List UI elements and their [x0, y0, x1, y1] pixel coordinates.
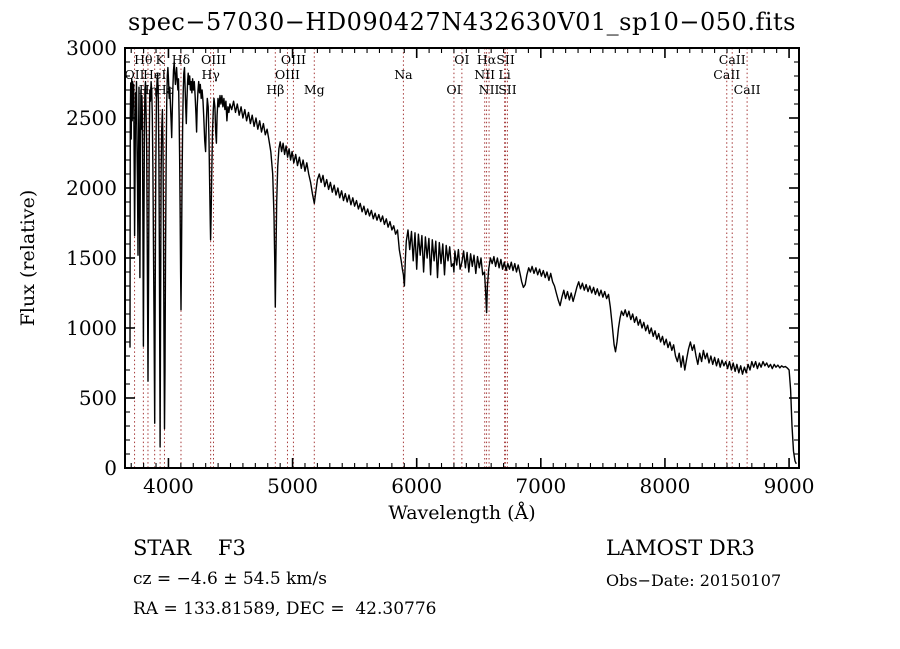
y-tick-label: 2000	[66, 176, 117, 200]
line-marker-label: CaII	[719, 52, 746, 67]
x-tick-label: 8000	[639, 474, 690, 498]
line-marker-label: Hβ	[266, 82, 284, 97]
line-marker-label: NII	[474, 67, 495, 82]
y-tick-label: 2500	[66, 106, 117, 130]
line-marker-label: K	[155, 52, 165, 67]
line-marker-label: Hδ	[172, 52, 190, 67]
spectrum-polyline	[129, 61, 797, 465]
x-tick-label: 5000	[267, 474, 318, 498]
line-marker-label: HeI	[143, 67, 166, 82]
line-marker-label: Hγ	[201, 67, 219, 82]
spectrum-trace	[129, 61, 797, 465]
ra-dec: RA = 133.81589, DEC = 42.30776	[133, 599, 437, 619]
line-marker-label: OIII	[275, 67, 300, 82]
x-tick-label: 4000	[143, 474, 194, 498]
x-tick-label: 7000	[515, 474, 566, 498]
axes	[124, 47, 800, 469]
line-marker-label: Hε	[156, 82, 173, 97]
survey-label: LAMOST DR3	[606, 536, 755, 560]
y-tick-label: 500	[79, 386, 117, 410]
x-axis-label: Wavelength (Å)	[388, 502, 535, 524]
line-marker-label: Hη	[139, 82, 157, 97]
spectrum-plot: 4000 5000 6000 7000 8000 9000 0 500 1000 1500 2000…	[17, 36, 815, 524]
line-marker-label: Na	[394, 67, 413, 82]
line-marker-label: OIII	[201, 52, 226, 67]
line-marker-label: CaII	[734, 82, 761, 97]
y-tick-label: 1000	[66, 316, 117, 340]
tick-labels: 4000 5000 6000 7000 8000 9000 0 500 1000 1500 2000…	[66, 36, 814, 498]
line-marker-label: Mg	[304, 82, 325, 97]
y-tick-label: 1500	[66, 246, 117, 270]
line-marker-label: OIII	[281, 52, 306, 67]
plot-title: spec−57030−HD090427N432630V01_sp10−050.f…	[128, 8, 796, 36]
classification-label: STAR F3	[133, 536, 246, 560]
line-marker-label: Li	[498, 67, 510, 82]
y-axis-label: Flux (relative)	[17, 190, 39, 327]
y-tick-label: 0	[104, 456, 117, 480]
y-tick-label: 3000	[66, 36, 117, 60]
line-marker-label: Hθ	[134, 52, 152, 67]
obs-date: Obs−Date: 20150107	[606, 571, 782, 590]
line-marker-label: OII	[124, 67, 144, 82]
line-marker-label: NII	[479, 82, 500, 97]
x-tick-label: 9000	[764, 474, 815, 498]
cz-value: cz = −4.6 ± 54.5 km/s	[133, 569, 327, 589]
line-marker-label: OI	[454, 52, 469, 67]
line-marker-labels: OIIHθHηHeIKHεHδHγOIIIHβOIIIOIIIMgNaOIOIN…	[124, 52, 760, 97]
line-marker-label: Hα	[477, 52, 497, 67]
line-marker-label: SII	[496, 52, 515, 67]
line-marker-label: CaII	[713, 67, 740, 82]
line-marker-label: SII	[498, 82, 517, 97]
x-tick-label: 6000	[391, 474, 442, 498]
line-marker-label: OI	[446, 82, 461, 97]
